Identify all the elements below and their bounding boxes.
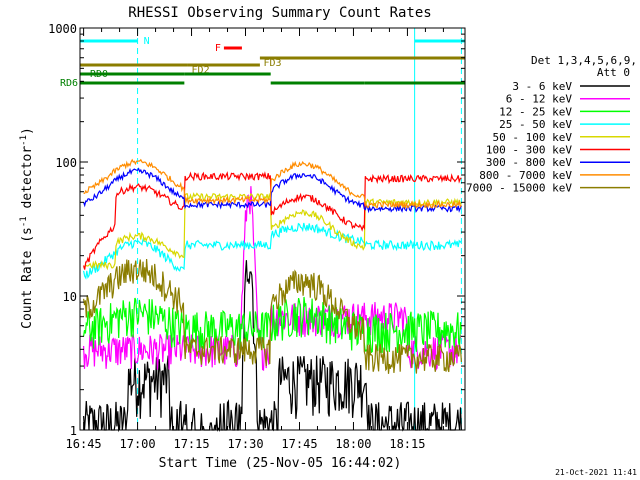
x-tick-label-2: 17:15: [173, 437, 209, 451]
flag-label-fd3: FD3: [264, 58, 282, 69]
x-tick-label-0: 16:45: [66, 437, 102, 451]
legend-entry-0: 3 - 6 keV: [512, 80, 572, 93]
chart-title: RHESSI Observing Summary Count Rates: [128, 5, 431, 21]
legend-entry-6: 300 - 800 keV: [486, 156, 572, 169]
series-line-8: [83, 258, 462, 374]
y-label-part-3: ): [20, 127, 35, 135]
plot-area: [79, 28, 462, 430]
legend-header-2: Att 0: [597, 66, 630, 79]
legend-header-1: Det 1,3,4,5,6,9,: [531, 54, 637, 67]
axes: 16:45 17:00 17:15 17:30 17:45 18:00 18:15 1 10 10…: [48, 22, 466, 451]
plot-frame: [79, 27, 466, 431]
footer-date: 21-Oct-2021 11:41: [555, 468, 637, 477]
x-tick-label-3: 17:30: [227, 437, 263, 451]
series-line-3: [83, 222, 462, 280]
y-label-part-2: detector: [20, 146, 35, 217]
legend-entry-2: 12 - 25 keV: [499, 105, 572, 118]
y-tick-label-3: 1000: [48, 22, 77, 36]
flag-label-rd0: RD0: [90, 69, 108, 80]
series-layer: [83, 158, 462, 433]
flag-label-fd2: FD2: [192, 65, 210, 76]
legend-entry-3: 25 - 50 keV: [499, 118, 572, 131]
flag-label-f: F: [215, 43, 221, 54]
y-axis-label: Count Rate (s-1 detector-1): [19, 127, 35, 329]
y-label-sup-2: -1: [19, 135, 29, 146]
series-line-4: [83, 192, 462, 271]
x-tick-label-5: 18:00: [335, 437, 371, 451]
legend-entry-7: 800 - 7000 keV: [479, 169, 572, 182]
legend-entry-4: 50 - 100 keV: [493, 131, 573, 144]
flag-label-rd6: RD6: [60, 78, 78, 89]
legend-entry-8: 7000 - 15000 keV: [466, 182, 572, 195]
flag-label-n: N: [144, 36, 150, 47]
y-tick-label-1: 10: [63, 290, 77, 304]
y-label-part-1: Count Rate (s: [20, 227, 35, 329]
x-axis-label: Start Time (25-Nov-05 16:44:02): [159, 456, 402, 471]
y-tick-label-0: 1: [70, 424, 77, 438]
series-line-6: [83, 167, 462, 214]
y-label-sup-1: -1: [19, 216, 29, 227]
y-tick-label-2: 100: [55, 156, 77, 170]
legend-entry-1: 6 - 12 keV: [506, 93, 573, 106]
x-tick-label-4: 17:45: [281, 437, 317, 451]
legend-entry-5: 100 - 300 keV: [486, 144, 572, 157]
series-line-5: [83, 171, 462, 270]
series-line-0: [83, 260, 462, 433]
series-line-7: [83, 158, 462, 210]
series-line-2: [83, 296, 462, 354]
flag-bars: N F FD2 FD3 RD0 RD6: [60, 36, 465, 89]
x-tick-label-1: 17:00: [120, 437, 156, 451]
x-tick-label-6: 18:15: [389, 437, 425, 451]
